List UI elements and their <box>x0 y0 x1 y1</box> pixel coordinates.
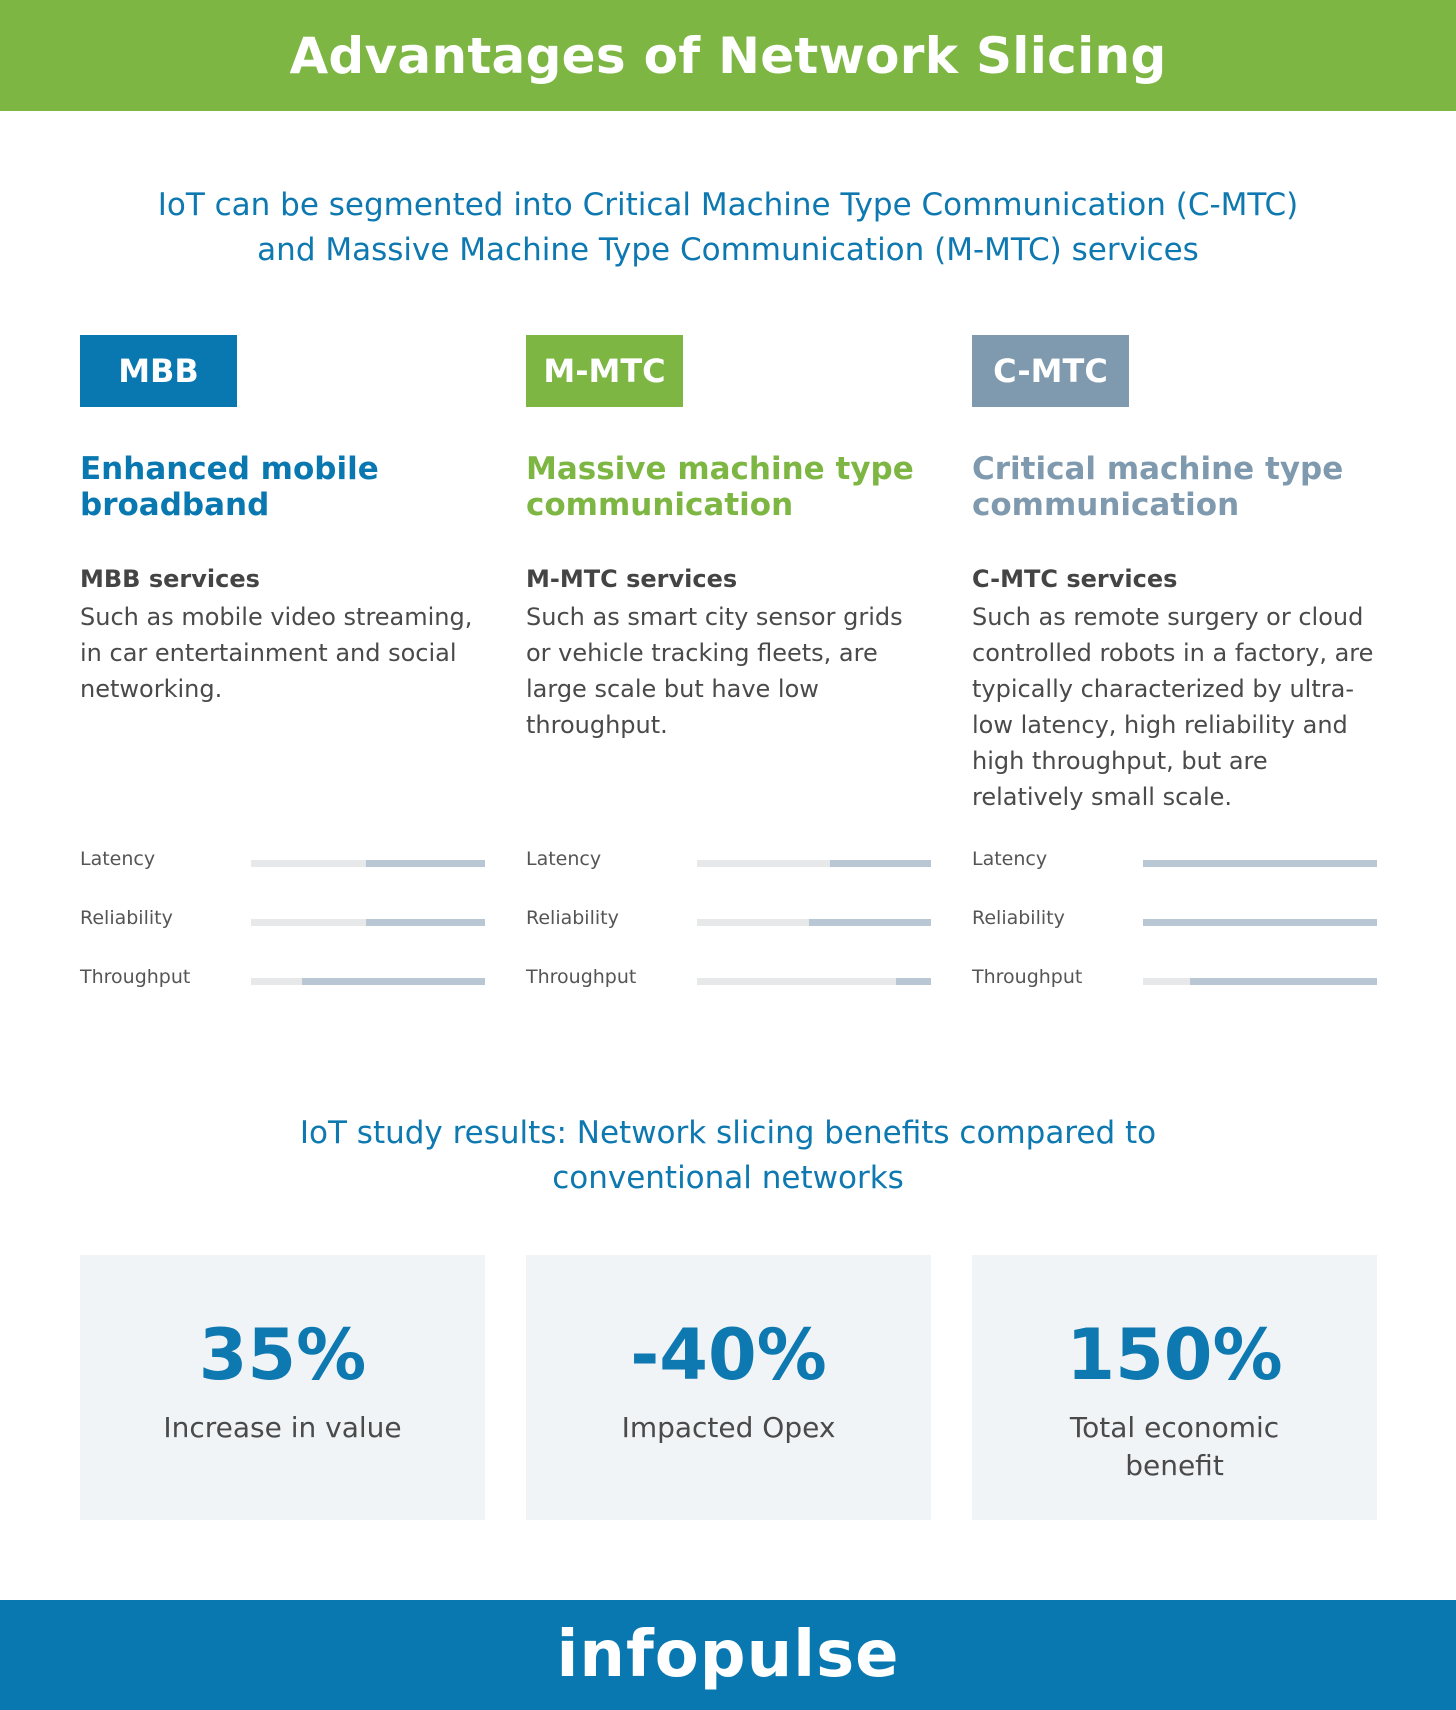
page-title: Advantages of Network Slicing <box>289 26 1167 85</box>
metric-bar-track <box>251 978 485 985</box>
category-title: Massive machine type communication <box>526 451 931 523</box>
stat-card: -40% Impacted Opex <box>526 1255 931 1520</box>
metric-bar-fill <box>1143 919 1377 926</box>
category-column-mbb: MBB Enhanced mobile broadband MBB servic… <box>80 335 485 988</box>
category-title: Enhanced mobile broadband <box>80 451 485 523</box>
results-title: IoT study results: Network slicing benef… <box>80 1111 1376 1201</box>
footer-banner: infopulse <box>0 1600 1456 1710</box>
metric-bar-fill <box>1189 978 1377 985</box>
metric-bar-track <box>1143 919 1377 926</box>
intro-line-1: IoT can be segmented into Critical Machi… <box>157 187 1299 223</box>
metric-bar-track <box>1143 860 1377 867</box>
metric-label: Throughput <box>526 966 637 988</box>
metric-label: Latency <box>80 848 156 870</box>
category-column-mmtc: M-MTC Massive machine type communication… <box>526 335 931 988</box>
metric-throughput: Throughput <box>526 966 931 996</box>
stat-card: 150% Total economic benefit <box>972 1255 1377 1520</box>
stat-value: 150% <box>1066 1314 1283 1396</box>
metric-bar-track <box>697 919 931 926</box>
stat-label: Total economic benefit <box>1069 1411 1280 1482</box>
metric-bar-track <box>251 860 485 867</box>
category-title-line-2: broadband <box>80 487 270 523</box>
services-description: Such as smart city sensor grids or vehic… <box>526 603 903 739</box>
metric-bar-track <box>697 978 931 985</box>
category-column-cmtc: C-MTC Critical machine type communicatio… <box>972 335 1377 988</box>
category-title-line-1: Critical machine type <box>972 451 1344 487</box>
metric-label: Reliability <box>526 907 619 929</box>
stat-value: -40% <box>630 1314 827 1396</box>
category-title-line-2: communication <box>972 487 1240 523</box>
metric-bar-track <box>697 860 931 867</box>
intro-text: IoT can be segmented into Critical Machi… <box>80 183 1376 273</box>
metric-reliability: Reliability <box>526 907 931 937</box>
category-title-line-1: Massive machine type <box>526 451 914 487</box>
metric-bar-track <box>1143 978 1377 985</box>
metric-throughput: Throughput <box>972 966 1377 996</box>
metric-reliability: Reliability <box>80 907 485 937</box>
services-heading: C-MTC services <box>972 565 1178 593</box>
stat-label: Impacted Opex <box>621 1411 836 1444</box>
metric-bar-fill <box>365 919 485 926</box>
brand-logo: infopulse <box>556 1618 900 1692</box>
metric-label: Latency <box>526 848 602 870</box>
category-title-line-2: communication <box>526 487 794 523</box>
metric-reliability: Reliability <box>972 907 1377 937</box>
category-badge: M-MTC <box>526 335 683 407</box>
header-banner: Advantages of Network Slicing <box>0 0 1456 111</box>
category-badge: C-MTC <box>972 335 1129 407</box>
metric-bar-fill <box>1143 860 1377 867</box>
services-description: Such as remote surgery or cloud controll… <box>972 603 1374 811</box>
metric-bar-fill <box>830 860 931 867</box>
intro-line-2: and Massive Machine Type Communication (… <box>257 232 1199 268</box>
category-badge: MBB <box>80 335 237 407</box>
services-description: Such as mobile video streaming, in car e… <box>80 603 473 703</box>
metric-latency: Latency <box>80 848 485 878</box>
services-heading: M-MTC services <box>526 565 738 593</box>
metric-bar-fill <box>302 978 485 985</box>
metric-label: Throughput <box>80 966 191 988</box>
category-title-line-1: Enhanced mobile <box>80 451 379 487</box>
metric-label: Latency <box>972 848 1048 870</box>
metric-latency: Latency <box>972 848 1377 878</box>
stat-value: 35% <box>198 1314 367 1396</box>
stat-card: 35% Increase in value <box>80 1255 485 1520</box>
stat-label: Increase in value <box>163 1411 402 1444</box>
metric-latency: Latency <box>526 848 931 878</box>
metric-bar-track <box>251 919 485 926</box>
metric-label: Reliability <box>972 907 1065 929</box>
services-heading: MBB services <box>80 565 260 593</box>
results-title-line-2: conventional networks <box>552 1160 904 1196</box>
metric-label: Reliability <box>80 907 173 929</box>
metric-label: Throughput <box>972 966 1083 988</box>
results-title-line-1: IoT study results: Network slicing benef… <box>299 1115 1157 1151</box>
metric-throughput: Throughput <box>80 966 485 996</box>
metric-bar-fill <box>809 919 931 926</box>
category-title: Critical machine type communication <box>972 451 1377 523</box>
metric-bar-fill <box>895 978 931 985</box>
metric-bar-fill <box>365 860 485 867</box>
